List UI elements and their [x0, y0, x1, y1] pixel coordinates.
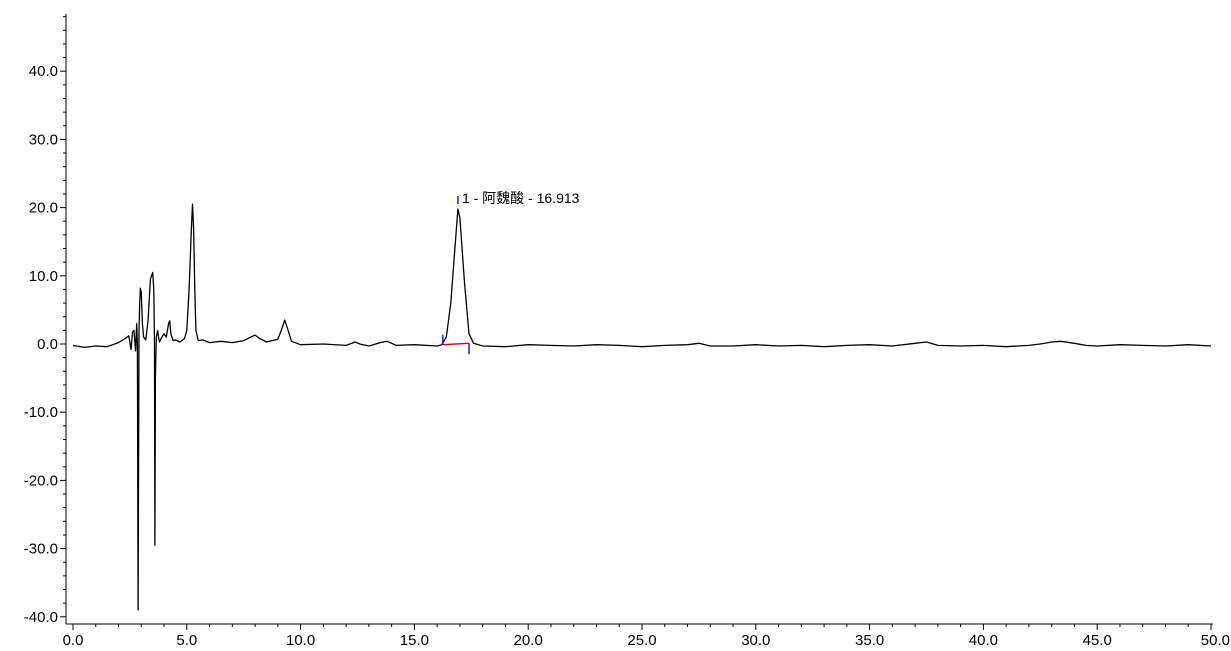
y-tick-label: -40.0: [24, 609, 58, 626]
y-tick-label: 40.0: [29, 63, 58, 80]
x-tick-label: 35.0: [855, 632, 884, 649]
chromatogram-trace: [72, 203, 1212, 611]
y-tick-label: 30.0: [29, 131, 58, 148]
x-axis: 0.0 5.0 10.0 15.0 20.0 25.0 30.0 35.0 40.0 45.0 50…: [63, 623, 1230, 649]
x-tick-label: 45.0: [1083, 632, 1112, 649]
x-tick-label: 0.0: [63, 632, 84, 649]
x-tick-label: 50.0: [1201, 632, 1230, 649]
y-tick-label: 0.0: [37, 336, 58, 353]
x-tick-label: 5.0: [176, 632, 197, 649]
x-tick-label: 10.0: [286, 632, 315, 649]
y-tick-label: -10.0: [24, 404, 58, 421]
x-tick-label: 30.0: [741, 632, 770, 649]
y-axis: -40.0 -30.0 -20.0 -10.0 0.0 10.0 20.0 30.0 40.0: [24, 14, 67, 626]
plot-area: 1 - 阿魏酸 - 16.913: [72, 190, 1212, 611]
y-tick-label: 10.0: [29, 268, 58, 285]
peak-label: 1 - 阿魏酸 - 16.913: [462, 190, 580, 206]
x-tick-label: 40.0: [969, 632, 998, 649]
y-tick-label: 20.0: [29, 200, 58, 217]
y-tick-label: -30.0: [24, 541, 58, 558]
y-tick-label: -20.0: [24, 472, 58, 489]
x-tick-label: 25.0: [627, 632, 656, 649]
x-tick-label: 20.0: [514, 632, 543, 649]
peak-baseline: [442, 342, 470, 346]
x-tick-label: 15.0: [400, 632, 429, 649]
